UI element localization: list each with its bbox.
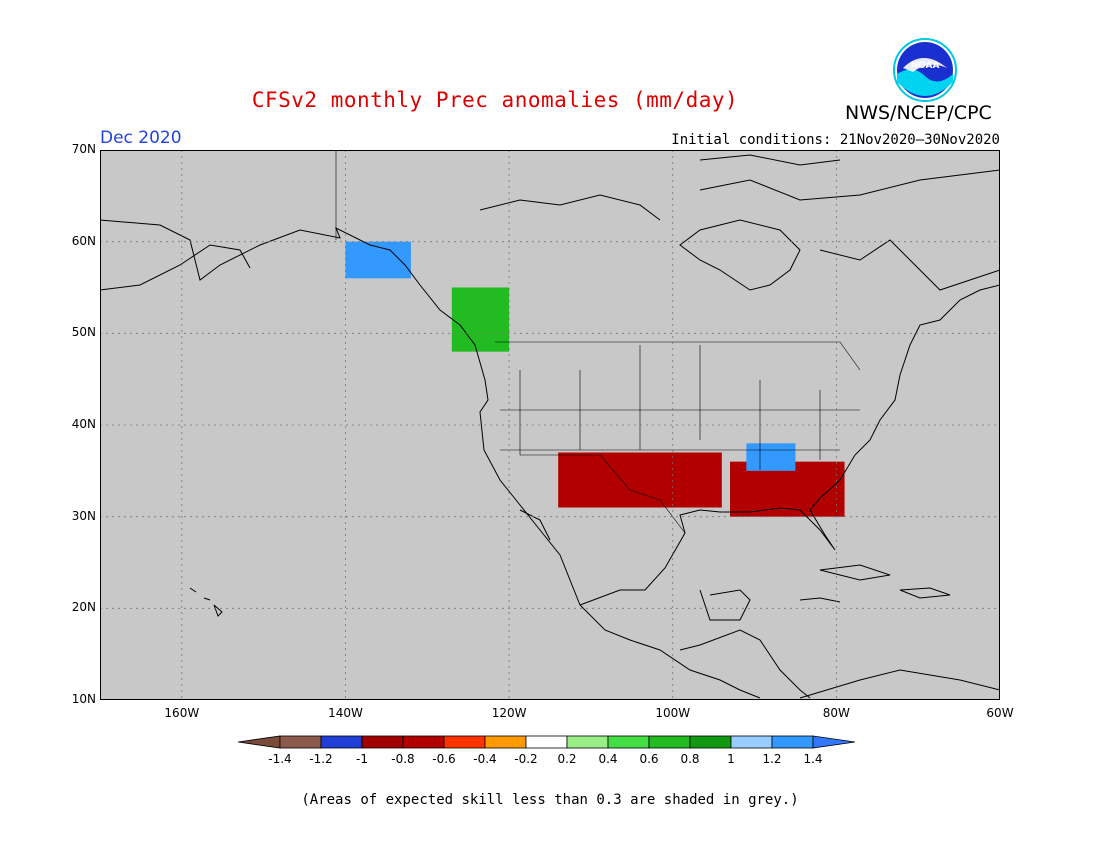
lon-label: 60W (986, 706, 1014, 720)
month-label: Dec 2020 (100, 128, 182, 148)
lat-label: 30N (71, 508, 96, 523)
anomaly-cells (345, 241, 845, 517)
colorbar-tick-label: -0.2 (514, 752, 538, 766)
colorbar-swatch (279, 735, 322, 749)
colorbar-swatch (730, 735, 773, 749)
lon-label: 160W (164, 706, 200, 720)
colorbar-swatch (607, 735, 650, 749)
colorbar-swatch (320, 735, 363, 749)
colorbar-tick-label: -0.8 (391, 752, 415, 766)
colorbar-swatch (361, 735, 404, 749)
colorbar-swatch (648, 735, 691, 749)
noaa-logo: NOAA (893, 38, 957, 102)
colorbar-tick-label: -1.4 (268, 752, 292, 766)
lat-label: 20N (71, 600, 96, 615)
anomaly-region-3 (451, 287, 510, 352)
lat-label: 50N (71, 325, 96, 340)
colorbar-swatch (525, 735, 568, 749)
colorbar-arrow-right (812, 735, 856, 749)
lat-label: 60N (71, 233, 96, 248)
lat-label: 40N (71, 417, 96, 431)
colorbar-swatch (402, 735, 445, 749)
colorbar-tick-label: -1.2 (309, 752, 333, 766)
svg-text:NOAA: NOAA (911, 61, 940, 71)
lon-label: 140W (328, 706, 363, 720)
anomaly-region-2 (746, 443, 796, 471)
colorbar-arrow-left (238, 735, 281, 749)
lat-label: 70N (71, 142, 96, 156)
lon-label: 100W (655, 706, 691, 720)
colorbar-swatch (689, 735, 732, 749)
colorbar-swatch (566, 735, 609, 749)
colorbar-swatch (771, 735, 814, 749)
lat-label: 10N (71, 692, 96, 706)
colorbar-tick-label: -1 (356, 752, 368, 766)
lon-label: 120W (491, 706, 527, 720)
initial-conditions-label: Initial conditions: 21Nov2020–30Nov2020 (671, 132, 1000, 148)
colorbar-tick-label: 0.4 (598, 752, 618, 766)
colorbar-swatch (484, 735, 527, 749)
political-borders (335, 150, 861, 534)
agency-label: NWS/NCEP/CPC (845, 102, 992, 124)
anomaly-region-0 (558, 452, 722, 508)
colorbar-tick-label: 0.8 (680, 752, 700, 766)
anomaly-map (100, 150, 1000, 700)
colorbar-tick-label: -0.6 (432, 752, 456, 766)
colorbar-swatch (443, 735, 486, 749)
coastlines (100, 154, 1000, 699)
colorbar-tick-label: 0.6 (639, 752, 659, 766)
chart-title: CFSv2 monthly Prec anomalies (mm/day) (251, 88, 739, 112)
skill-footnote: (Areas of expected skill less than 0.3 a… (301, 792, 799, 808)
colorbar-tick-label: 1.4 (803, 752, 823, 766)
colorbar-tick-label: 0.2 (557, 752, 577, 766)
graticule (100, 150, 1000, 700)
colorbar-tick-label: 1 (727, 752, 735, 766)
lon-label: 80W (822, 706, 850, 720)
colorbar-tick-label: 1.2 (762, 752, 782, 766)
colorbar (238, 735, 856, 749)
colorbar-tick-label: -0.4 (473, 752, 497, 766)
